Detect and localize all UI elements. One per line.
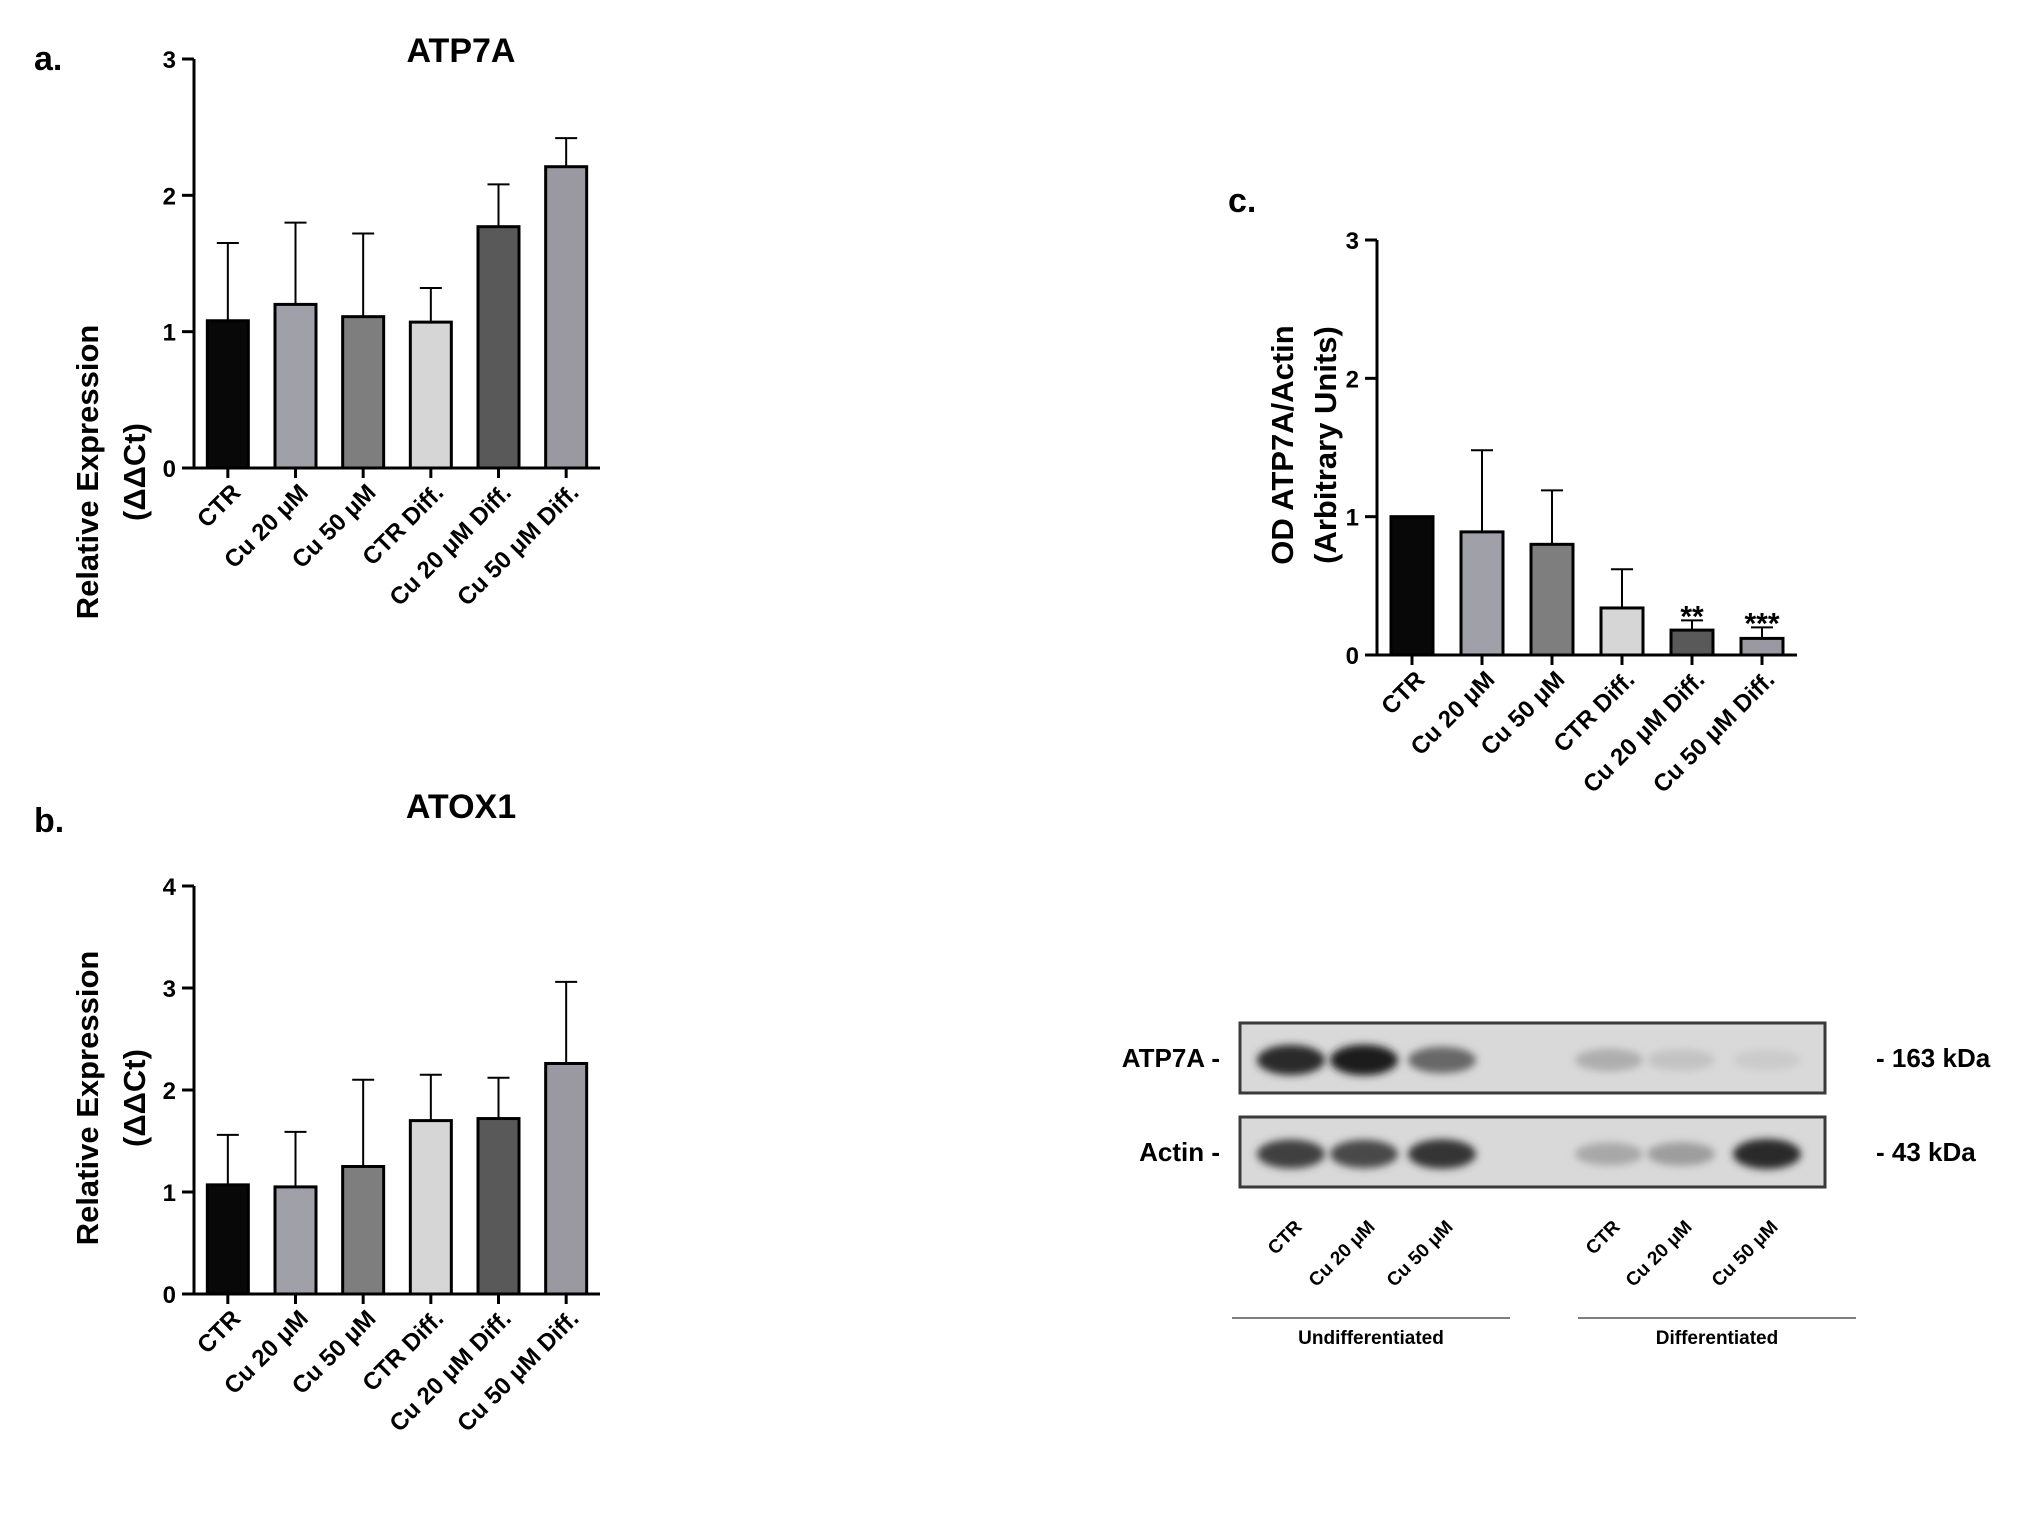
y-tick-label: 3	[163, 47, 176, 74]
blot-size-label: - 43 kDa	[1876, 1137, 1976, 1167]
bar	[341, 315, 386, 470]
x-tick-label: CTR	[1376, 666, 1430, 720]
blot-lane-label: CTR	[1264, 1216, 1307, 1259]
y-tick-label: 0	[163, 1282, 176, 1309]
y-axis-label-unit: (ΔΔCt)	[117, 423, 152, 521]
blot-band	[1647, 1049, 1715, 1071]
x-tick-label: Cu 20 μM Diff.	[1578, 666, 1710, 798]
y-tick-label: 4	[163, 874, 177, 901]
group-label-undifferentiated: Undifferentiated	[1298, 1328, 1444, 1349]
bar	[544, 165, 589, 470]
blot-band	[1408, 1046, 1476, 1074]
y-axis-label: Relative Expression	[70, 325, 105, 620]
bar	[205, 319, 250, 470]
x-tick-label: Cu 50 μM Diff.	[1648, 666, 1780, 798]
bar	[273, 302, 318, 470]
y-tick-label: 3	[1346, 228, 1359, 255]
panel-a-chart: a. ATP7A Relative Expression (ΔΔCt) 0 1 2 3 CTR C…	[34, 32, 600, 619]
panel-b-chart: b. ATOX1 Relative Expression (ΔΔCt) 0 1 2 3 4 CTR…	[34, 788, 600, 1437]
bar	[205, 1183, 250, 1296]
x-tick-label: Cu 50 μM Diff.	[452, 1305, 584, 1437]
bar	[1389, 515, 1435, 657]
y-tick-label: 2	[163, 1078, 176, 1105]
y-tick-label: 1	[163, 320, 176, 347]
bar	[273, 1185, 318, 1296]
x-tick-label: CTR	[192, 1305, 246, 1359]
bar	[1739, 636, 1785, 657]
bar	[408, 320, 453, 470]
bar	[408, 1119, 453, 1296]
blot-band	[1257, 1044, 1325, 1076]
y-tick-label: 0	[1346, 643, 1359, 670]
blot-lane-label: Cu 20 μM	[1622, 1217, 1697, 1292]
blot-lane-label: Cu 50 μM	[1708, 1217, 1783, 1292]
y-axis-label: OD ATP7A/Actin	[1265, 325, 1300, 564]
panel-letter: b.	[34, 802, 64, 840]
y-axis-label-unit: (ΔΔCt)	[117, 1049, 152, 1147]
blot-band	[1575, 1048, 1643, 1072]
blot-band	[1647, 1142, 1715, 1166]
panel-c-chart: c. OD ATP7A/Actin (Arbitrary Units) 0 1 2 3 CTR…	[1228, 182, 1797, 798]
bar	[476, 1117, 521, 1296]
blot-band	[1408, 1139, 1476, 1169]
bar	[1459, 530, 1505, 657]
blot-lane-label: Cu 50 μM	[1383, 1217, 1458, 1292]
bar	[476, 225, 521, 470]
panel-letter: c.	[1228, 182, 1256, 220]
significance-label: ***	[1744, 607, 1779, 640]
panel-letter: a.	[34, 40, 62, 78]
bar	[544, 1061, 589, 1296]
blot-band	[1330, 1139, 1398, 1169]
blot-band	[1575, 1142, 1643, 1166]
blot-row-label: Actin -	[1139, 1137, 1220, 1167]
blot-row-label: ATP7A -	[1122, 1043, 1220, 1073]
y-axis-label-unit: (Arbitrary Units)	[1308, 326, 1343, 564]
blot-band	[1733, 1049, 1801, 1071]
blot-band	[1257, 1139, 1325, 1169]
bar	[1599, 606, 1645, 657]
blot-band	[1330, 1044, 1398, 1076]
x-tick-label: Cu 50 μM Diff.	[452, 479, 584, 611]
y-tick-label: 1	[163, 1180, 176, 1207]
y-tick-label: 1	[1346, 505, 1359, 532]
y-tick-label: 3	[163, 976, 176, 1003]
y-tick-label: 2	[1346, 366, 1359, 393]
y-axis-label: Relative Expression	[70, 951, 105, 1246]
group-label-differentiated: Differentiated	[1656, 1328, 1778, 1349]
bar	[341, 1165, 386, 1296]
bar	[1669, 628, 1715, 657]
blot-lane-label: Cu 20 μM	[1305, 1217, 1380, 1292]
y-tick-label: 2	[163, 183, 176, 210]
blot-lane-label: CTR	[1582, 1216, 1625, 1259]
x-tick-label: Cu 20 μM Diff.	[384, 479, 516, 611]
x-tick-label: CTR	[192, 479, 246, 533]
bar	[1529, 542, 1575, 657]
chart-title: ATP7A	[407, 32, 516, 70]
chart-title: ATOX1	[406, 788, 516, 826]
blot-size-label: - 163 kDa	[1876, 1043, 1991, 1073]
x-tick-label: Cu 20 μM Diff.	[384, 1305, 516, 1437]
significance-label: **	[1680, 600, 1704, 633]
y-tick-label: 0	[163, 456, 176, 483]
blot-band	[1733, 1138, 1801, 1170]
